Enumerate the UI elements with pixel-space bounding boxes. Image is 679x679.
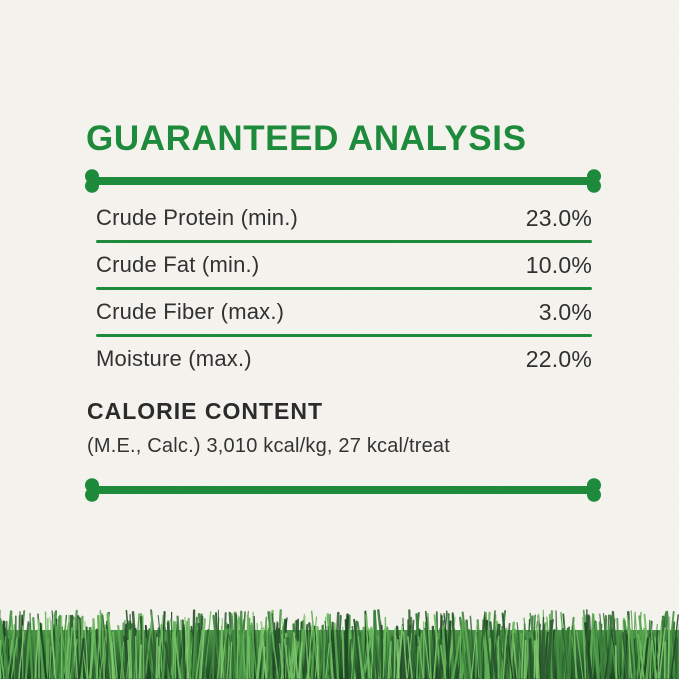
- nutrient-value: 10.0%: [525, 251, 592, 278]
- nutrient-label: Crude Protein (min.): [96, 205, 299, 230]
- grass-image: [0, 608, 679, 679]
- bone-divider-bottom-icon: [85, 478, 601, 502]
- row-divider: [96, 287, 592, 290]
- nutrient-label: Moisture (max.): [96, 346, 252, 371]
- table-row: Moisture (max.) 22.0%: [96, 337, 592, 381]
- row-divider: [96, 240, 592, 243]
- nutrient-label: Crude Fiber (max.): [96, 299, 285, 324]
- nutrient-label: Crude Fat (min.): [96, 252, 260, 277]
- page-title: GUARANTEED ANALYSIS: [86, 119, 527, 158]
- nutrient-value: 23.0%: [525, 204, 592, 231]
- grass-illustration: [0, 609, 679, 679]
- nutrient-value: 3.0%: [538, 298, 592, 325]
- table-row: Crude Fat (min.) 10.0%: [96, 243, 592, 287]
- calorie-content-details: (M.E., Calc.) 3,010 kcal/kg, 27 kcal/tre…: [87, 435, 450, 457]
- bone-divider-top-icon: [85, 169, 601, 193]
- analysis-table: Crude Protein (min.) 23.0% Crude Fat (mi…: [96, 196, 592, 381]
- row-divider: [96, 334, 592, 337]
- nutrient-value: 22.0%: [525, 345, 592, 372]
- table-row: Crude Protein (min.) 23.0%: [96, 196, 592, 240]
- table-row: Crude Fiber (max.) 3.0%: [96, 290, 592, 334]
- calorie-content-section: CALORIE CONTENT (M.E., Calc.) 3,010 kcal…: [87, 398, 587, 458]
- calorie-content-heading: CALORIE CONTENT: [87, 398, 324, 424]
